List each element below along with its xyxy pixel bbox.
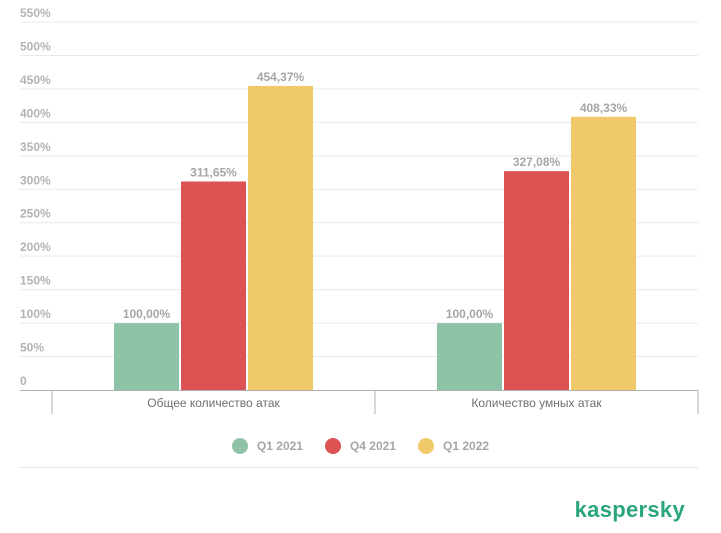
y-tick-label: 350% bbox=[20, 140, 51, 154]
data-label: 408,33% bbox=[580, 101, 628, 115]
y-tick-label: 0 bbox=[20, 374, 27, 388]
bar bbox=[504, 171, 569, 390]
y-tick-label: 400% bbox=[20, 106, 51, 120]
bar-chart: 0 50% 100% 150% 200% 250% 300% 350% 400% 450% 500%… bbox=[20, 6, 699, 414]
y-tick-label: 250% bbox=[20, 207, 51, 221]
legend-swatch bbox=[231, 438, 248, 454]
y-tick-label: 100% bbox=[20, 307, 51, 321]
legend-label: Q4 2021 bbox=[349, 439, 397, 453]
bar bbox=[181, 181, 246, 390]
bar bbox=[248, 85, 313, 390]
x-category-label: Количество умных атак bbox=[471, 396, 602, 410]
y-tick-label: 450% bbox=[20, 73, 51, 87]
data-label: 100,00% bbox=[123, 307, 171, 321]
y-axis-ticks: 0 50% 100% 150% 200% 250% 300% 350% 400% 450% 500%… bbox=[20, 6, 51, 388]
x-category-label: Общее количество атак bbox=[147, 396, 280, 410]
legend-swatch bbox=[418, 438, 435, 454]
legend: Q1 2021 Q4 2021 Q1 2022 bbox=[0, 438, 721, 454]
y-tick-label: 50% bbox=[20, 341, 44, 355]
bar bbox=[437, 323, 502, 390]
divider-line bbox=[20, 467, 698, 468]
bar bbox=[114, 323, 179, 390]
kaspersky-logo: kaspersky bbox=[574, 497, 685, 522]
data-label: 311,65% bbox=[190, 165, 237, 179]
legend-swatch bbox=[324, 438, 341, 454]
data-label: 454,37% bbox=[257, 70, 305, 84]
bar bbox=[571, 116, 636, 391]
data-labels: 100,00% 311,65% 454,37% 100,00% 327,08% 408,3… bbox=[123, 70, 628, 321]
y-tick-label: 200% bbox=[20, 240, 51, 254]
legend-item: Q4 2021 bbox=[324, 438, 397, 454]
y-tick-label: 500% bbox=[20, 39, 51, 53]
data-label: 327,08% bbox=[513, 155, 561, 169]
y-tick-label: 300% bbox=[20, 173, 51, 187]
legend-label: Q1 2022 bbox=[443, 439, 490, 453]
bars bbox=[114, 85, 636, 391]
y-tick-label: 150% bbox=[20, 274, 51, 288]
legend-label: Q1 2021 bbox=[256, 439, 303, 453]
legend-item: Q1 2022 bbox=[418, 438, 489, 454]
data-label: 100,00% bbox=[446, 307, 494, 321]
y-tick-label: 550% bbox=[20, 6, 51, 20]
legend-item: Q1 2021 bbox=[231, 438, 303, 454]
x-axis: Общее количество атак Количество умных ат… bbox=[20, 390, 699, 414]
